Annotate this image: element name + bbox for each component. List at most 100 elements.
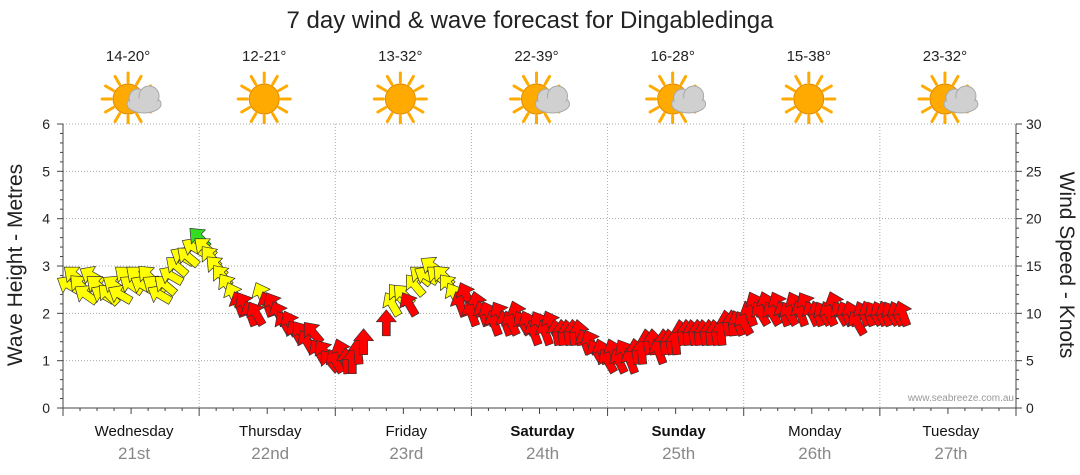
sun-ray [784, 106, 796, 114]
cloud-fill [128, 98, 161, 112]
y-tick-label-left: 0 [42, 400, 50, 416]
sun-ray [822, 84, 833, 92]
temperature-label: 15-38° [787, 48, 831, 65]
wind-arrow [353, 328, 374, 356]
sun-ray [951, 74, 960, 86]
y-tick-label-right: 0 [1026, 400, 1034, 416]
sun-ray [930, 74, 938, 86]
sun-ray [407, 112, 415, 124]
sun-disc [384, 83, 416, 115]
wind-arrow [892, 300, 912, 328]
day-name-label: Wednesday [95, 423, 174, 440]
wind-arrow [375, 309, 397, 337]
wind-arrow [399, 292, 420, 318]
sun-ray [512, 106, 524, 114]
cloud-shape [126, 85, 162, 114]
sun-ray [822, 106, 833, 114]
sun-ray [271, 74, 279, 86]
sun-rays [917, 71, 973, 127]
sun-ray [522, 112, 530, 124]
sun-ray [113, 112, 122, 124]
sun-ray [376, 106, 388, 114]
day-name-label: Monday [788, 423, 842, 440]
sun-ray [815, 112, 824, 124]
y-tick-label-right: 15 [1026, 258, 1042, 274]
y-tick-label-left: 1 [42, 353, 50, 369]
wind-arrow [159, 265, 185, 286]
temperature-label: 16-28° [650, 48, 694, 65]
temperature-label: 12-21° [242, 48, 286, 65]
wind-arrow [303, 321, 325, 346]
sun-disc [248, 83, 280, 115]
cloud-shape [535, 85, 570, 114]
sun-ray [413, 84, 425, 92]
day-date-label: 25th [662, 444, 695, 463]
day-date-label: 21st [118, 444, 150, 463]
sun-ray [376, 84, 388, 92]
sun-ray [271, 112, 279, 124]
sun-ray [385, 74, 394, 86]
wind-arrow [147, 284, 174, 305]
sun-ray [240, 106, 251, 114]
sun-ray [648, 106, 660, 114]
day-date-label: 22nd [251, 444, 289, 463]
sun-ray [658, 112, 666, 124]
y-tick-label-left: 2 [42, 305, 50, 321]
sun-ray [543, 74, 551, 86]
sun-ray [794, 74, 802, 86]
partly-cloudy-icon [100, 71, 162, 127]
sunny-icon [236, 71, 292, 127]
y-tick-label-left: 6 [42, 116, 50, 132]
sun-ray [135, 74, 143, 86]
sun-ray [815, 74, 824, 86]
sun-ray [648, 84, 660, 92]
partly-cloudy-icon [509, 71, 570, 127]
sun-ray [920, 106, 932, 114]
chart-title: 7 day wind & wave forecast for Dingabled… [287, 7, 775, 34]
axes: 0 1 2 3 4 5 6 0 5 10 15 20 25 30 [42, 116, 1042, 416]
cloud-shape [943, 85, 979, 114]
weather-row: 14-20° 12-21° 13-32° 22-39° 16-28° 15-38° 23-3… [100, 48, 979, 127]
y-tick-label-right: 5 [1026, 353, 1034, 369]
sun-ray [920, 84, 932, 92]
y-tick-label-left: 4 [42, 211, 50, 227]
sun-ray [277, 84, 289, 92]
day-date-label: 26th [798, 444, 831, 463]
watermark: www.seabreeze.com.au [907, 393, 1014, 404]
y-axis-label-right: Wind Speed - Knots [1055, 172, 1078, 359]
partly-cloudy-icon [645, 71, 707, 127]
day-name-label: Thursday [239, 423, 302, 440]
day-date-label: 27th [934, 444, 967, 463]
sun-ray [135, 112, 143, 124]
day-name-label: Sunday [652, 423, 707, 440]
sun-ray [543, 112, 551, 124]
y-tick-label-left: 5 [42, 163, 50, 179]
sun-ray [249, 112, 258, 124]
sun-ray [951, 112, 960, 124]
sun-ray [512, 84, 524, 92]
sun-ray [679, 112, 688, 124]
sunny-icon [781, 71, 837, 127]
partly-cloudy-icon [917, 71, 979, 127]
grid [63, 123, 1016, 408]
sun-ray [407, 74, 415, 86]
temperature-label: 14-20° [106, 48, 150, 65]
y-axis-label-left: Wave Height - Metres [4, 164, 27, 366]
sun-rays [781, 71, 837, 127]
day-name-label: Tuesday [922, 423, 979, 440]
sunny-icon [372, 71, 428, 127]
sun-ray [794, 112, 802, 124]
sun-ray [679, 74, 688, 86]
y-tick-label-right: 25 [1026, 163, 1042, 179]
sun-ray [658, 74, 666, 86]
sun-ray [104, 106, 115, 114]
sun-ray [522, 74, 530, 86]
cloud-fill [944, 98, 977, 112]
sun-ray [113, 74, 122, 86]
day-name-label: Friday [386, 423, 428, 440]
day-date-label: 23rd [389, 444, 423, 463]
day-date-label: 24th [526, 444, 559, 463]
sun-ray [930, 112, 938, 124]
cloud-shape [671, 85, 707, 114]
